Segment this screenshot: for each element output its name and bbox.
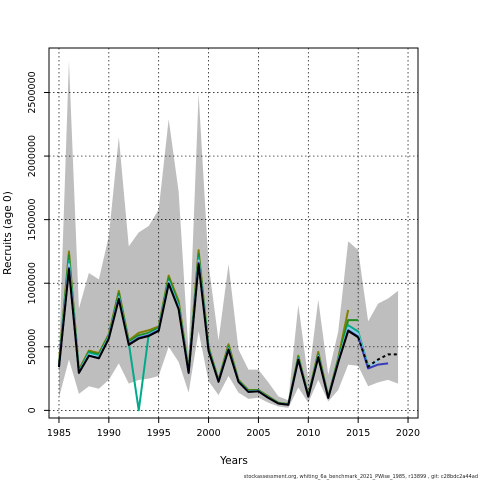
y-tick-label: 500000 bbox=[27, 329, 38, 365]
x-axis-title: Years bbox=[219, 455, 248, 467]
x-tick-label: 2020 bbox=[396, 428, 420, 439]
footer-note: stockassessment.org, whiting_6a_benchmar… bbox=[244, 474, 478, 480]
x-tick-label: 2015 bbox=[346, 428, 370, 439]
y-tick-label: 1000000 bbox=[27, 262, 38, 304]
x-tick-label: 1985 bbox=[47, 428, 71, 439]
y-tick-label: 2500000 bbox=[27, 71, 38, 113]
x-tick-label: 2010 bbox=[296, 428, 320, 439]
y-axis-title: Recruits (age 0) bbox=[2, 191, 14, 275]
plot-area bbox=[49, 48, 418, 418]
confidence-band bbox=[58, 60, 399, 408]
series-line-5 bbox=[57, 263, 359, 406]
y-tick-label: 2000000 bbox=[27, 135, 38, 177]
x-tick-label: 2005 bbox=[246, 428, 270, 439]
y-tick-label: 0 bbox=[27, 407, 38, 413]
x-tick-label: 1995 bbox=[147, 428, 171, 439]
y-tick-label: 1500000 bbox=[27, 198, 38, 240]
x-tick-label: 1990 bbox=[97, 428, 121, 439]
x-tick-label: 2000 bbox=[196, 428, 220, 439]
axes: 1985 1990 1995 2000 2005 2010 2015 2020 0 500000 1… bbox=[27, 47, 420, 439]
series-line-5-dashed bbox=[357, 336, 399, 369]
plot-frame bbox=[48, 47, 419, 419]
